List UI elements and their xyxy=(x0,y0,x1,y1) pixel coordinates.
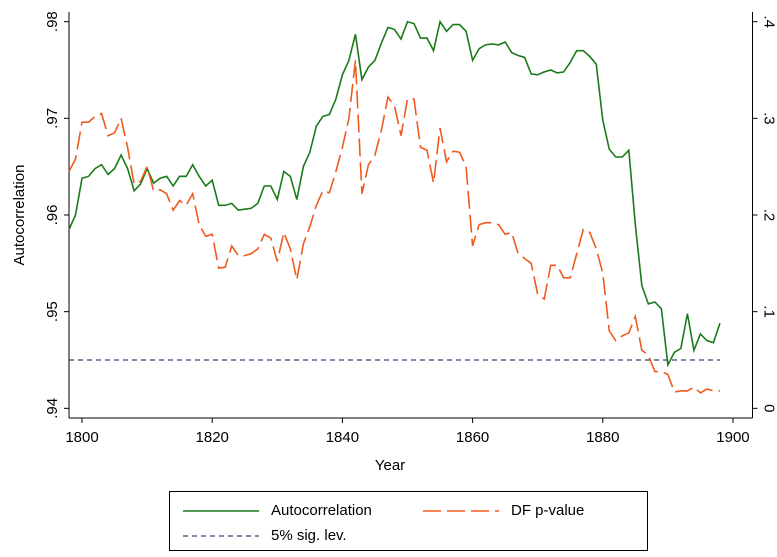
y-tick-label: .95 xyxy=(44,301,61,322)
x-tick-label: 1800 xyxy=(65,429,98,446)
x-axis-title: Year xyxy=(375,457,405,474)
y2-tick-label: .2 xyxy=(761,209,777,222)
x-tick-label: 1860 xyxy=(456,429,489,446)
x-tick-label: 1820 xyxy=(196,429,229,446)
legend-box xyxy=(169,491,648,551)
x-tick-label: 1880 xyxy=(586,429,619,446)
y-tick-label: .98 xyxy=(44,11,61,32)
y-tick-label: .96 xyxy=(44,205,61,226)
y-tick-label: .97 xyxy=(44,108,61,129)
legend-label: DF p-value xyxy=(511,502,584,519)
y2-tick-label: .3 xyxy=(761,112,777,125)
y2-tick-label: .4 xyxy=(761,15,777,28)
x-tick-label: 1900 xyxy=(716,429,749,446)
series-line xyxy=(68,19,721,368)
legend-label: 5% sig. lev. xyxy=(271,527,347,544)
y-tick-label: .94 xyxy=(44,398,61,419)
x-tick-label: 1840 xyxy=(326,429,359,446)
y2-tick-label: 0 xyxy=(761,404,777,412)
series-line xyxy=(68,60,720,394)
legend-label: Autocorrelation xyxy=(271,502,372,519)
y-axis-title: Autocorrelation xyxy=(11,165,28,266)
y2-tick-label: .1 xyxy=(761,305,777,318)
